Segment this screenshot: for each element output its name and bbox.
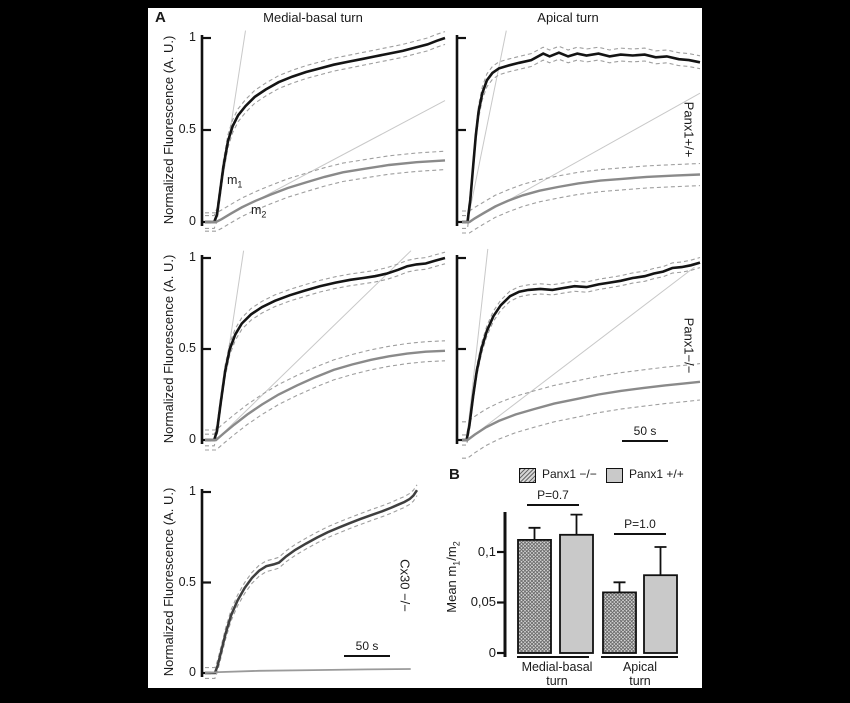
- ytick-row1-0: 0: [189, 214, 196, 228]
- ytick-row3-1: 1: [189, 484, 196, 498]
- category-label-apical-line2: turn: [629, 674, 651, 688]
- bar-ylabel-part2: /m: [444, 546, 459, 561]
- m1-annotation: m1: [227, 173, 243, 190]
- legend-label-panx1-wt: Panx1 +/+: [629, 467, 684, 481]
- bar-y-axis-label: Mean m1/m2: [444, 522, 462, 632]
- ytick-row2-0: 0: [189, 432, 196, 446]
- scale-bar-label-apical: 50 s: [633, 424, 657, 438]
- bar-ylabel-sub1: 1: [451, 560, 462, 566]
- column-title-medial-basal: Medial-basal turn: [263, 10, 363, 25]
- legend-swatch-panx1-ko: [519, 468, 536, 483]
- bar-ytick-01: 0,1: [477, 544, 496, 559]
- ytick-row2-1: 1: [189, 250, 196, 264]
- bar-ylabel-part1: Mean m: [444, 565, 459, 613]
- genotype-label-panx1-wt: Panx1+/+: [681, 101, 697, 158]
- scale-bar-line-apical: [622, 440, 668, 442]
- ytick-row3-0: 0: [189, 665, 196, 679]
- category-label-medial-basal-line2: turn: [546, 674, 568, 688]
- m2-annotation: m2: [251, 203, 267, 220]
- m2-sub: 2: [261, 209, 267, 220]
- category-underline-medial-basal: [517, 656, 589, 658]
- p-value-medial-basal: P=0.7: [537, 488, 569, 502]
- genotype-label-cx30-ko: Cx30 −/−: [397, 559, 413, 612]
- ytick-row1-05: 0.5: [178, 122, 196, 136]
- p-value-underline-apical: [614, 533, 666, 535]
- legend-label-panx1-ko: Panx1 −/−: [542, 467, 597, 481]
- bar-ytick-005: 0,05: [470, 594, 496, 609]
- category-underline-apical: [601, 656, 678, 658]
- m2-base: m: [251, 203, 262, 217]
- m1-base: m: [227, 173, 238, 187]
- category-label-apical-line1: Apical: [622, 660, 658, 674]
- p-value-apical: P=1.0: [624, 517, 656, 531]
- scale-bar-line-cx30: [344, 655, 390, 657]
- genotype-label-panx1-ko: Panx1−/−: [681, 317, 697, 374]
- ytick-row1-1: 1: [189, 30, 196, 44]
- scale-bar-label-cx30: 50 s: [355, 639, 379, 653]
- ytick-row3-05: 0.5: [178, 575, 196, 589]
- panel-a-label: A: [155, 9, 166, 26]
- legend-swatch-panx1-wt: [606, 468, 623, 483]
- figure-background: [148, 8, 702, 688]
- bar-ytick-0: 0: [488, 645, 496, 660]
- m1-sub: 1: [237, 179, 243, 190]
- panel-b-label: B: [449, 466, 460, 483]
- ytick-row2-05: 0.5: [178, 341, 196, 355]
- bar-ylabel-sub2: 2: [451, 541, 462, 547]
- category-label-medial-basal-line1: Medial-basal: [521, 660, 593, 674]
- p-value-underline-medial-basal: [527, 504, 579, 506]
- column-title-apical: Apical turn: [537, 10, 599, 25]
